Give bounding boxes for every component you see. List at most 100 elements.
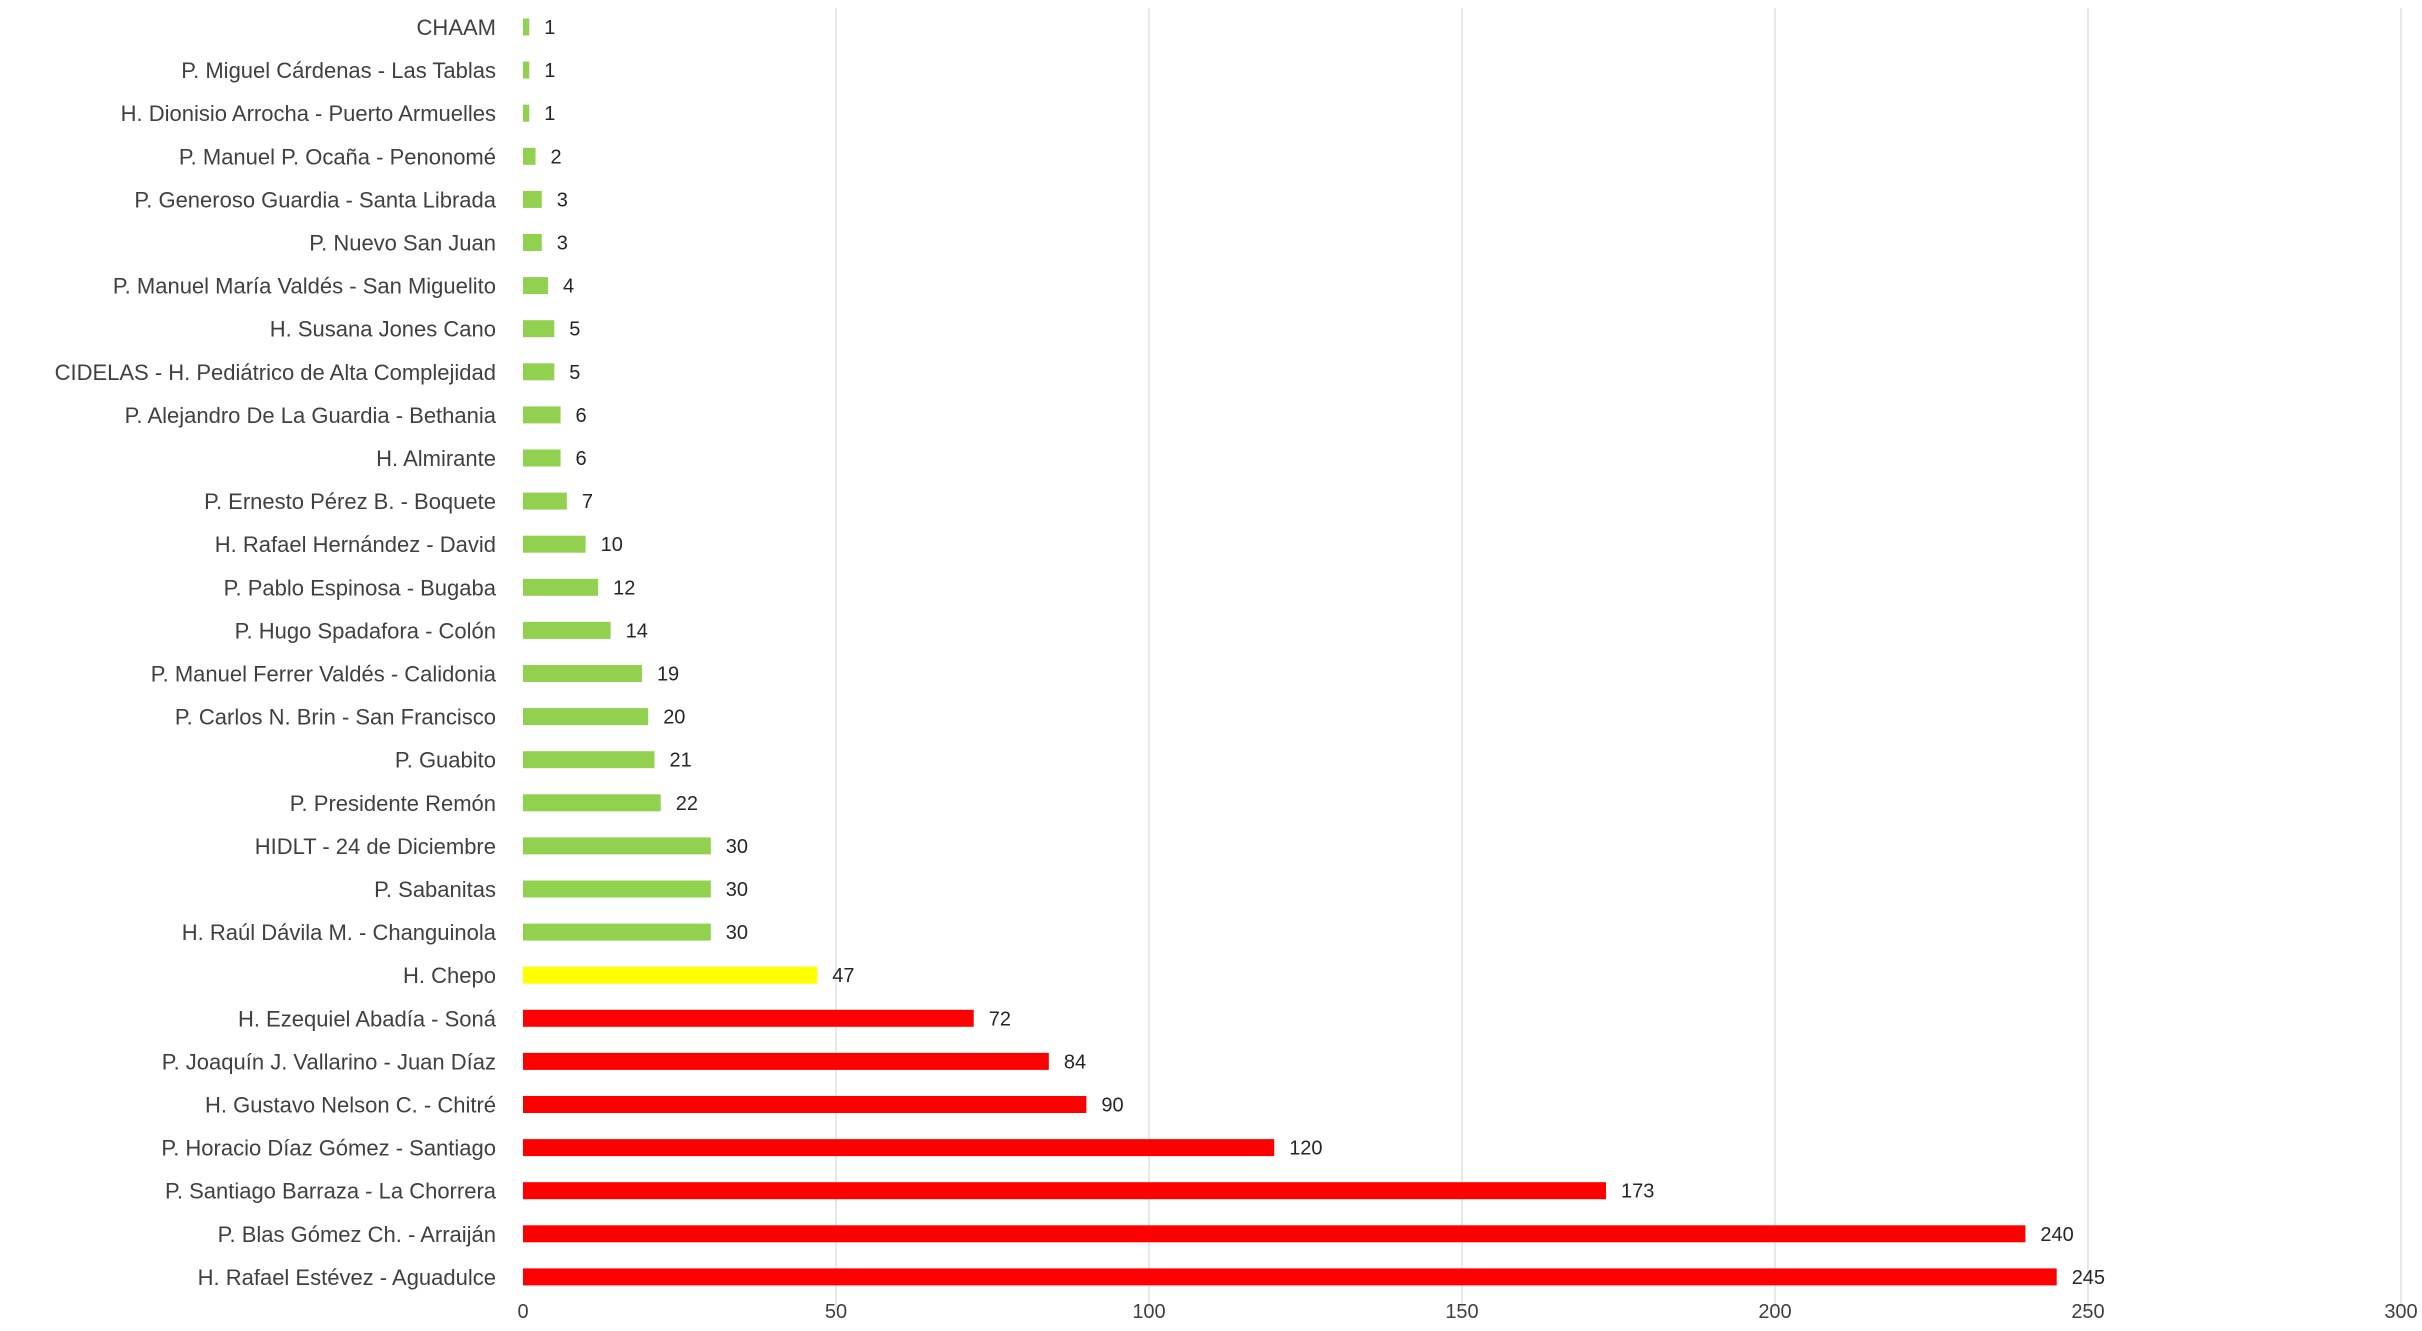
bar <box>523 406 561 424</box>
category-label: P. Presidente Remón <box>290 791 496 816</box>
data-label: 120 <box>1289 1138 1322 1160</box>
category-label: P. Hugo Spadafora - Colón <box>235 618 496 643</box>
bar <box>523 880 711 898</box>
category-labels: CHAAM P. Miguel Cárdenas - Las Tablas H. D… <box>55 15 497 1290</box>
bar <box>523 277 549 295</box>
bar <box>523 1268 2057 1286</box>
data-label: 6 <box>576 448 587 470</box>
gridlines <box>835 8 2402 1310</box>
bars <box>523 18 2057 1286</box>
category-label: P. Santiago Barraza - La Chorrera <box>165 1179 497 1204</box>
bar <box>523 1225 2026 1243</box>
bar <box>523 1096 1087 1113</box>
x-tick-label: 200 <box>1758 1301 1791 1323</box>
x-tick-label: 100 <box>1132 1301 1165 1323</box>
bar <box>523 190 542 208</box>
data-label: 30 <box>726 922 748 944</box>
data-label: 5 <box>569 362 580 384</box>
data-label: 19 <box>657 664 679 686</box>
category-label: P. Manuel Ferrer Valdés - Calidonia <box>151 662 497 687</box>
bar <box>523 1052 1049 1070</box>
data-label: 240 <box>2040 1224 2073 1246</box>
data-label: 4 <box>563 276 574 298</box>
data-label: 10 <box>601 534 623 556</box>
bar <box>523 18 530 36</box>
category-label: P. Nuevo San Juan <box>309 231 496 256</box>
data-label: 3 <box>557 233 568 255</box>
bar <box>523 147 536 165</box>
data-label: 84 <box>1064 1051 1086 1073</box>
value-labels: 1112334556671012141920212230303047728490… <box>544 17 2105 1289</box>
bar <box>523 751 655 769</box>
category-label: H. Dionisio Arrocha - Puerto Armuelles <box>121 101 496 126</box>
category-label: P. Sabanitas <box>374 877 496 902</box>
bar <box>523 320 555 338</box>
data-label: 245 <box>2072 1267 2105 1289</box>
bar <box>523 1009 974 1027</box>
bar <box>523 966 818 984</box>
category-label: CIDELAS - H. Pediátrico de Alta Compleji… <box>55 360 496 385</box>
data-label: 5 <box>569 319 580 341</box>
category-label: H. Chepo <box>403 963 496 988</box>
data-label: 20 <box>663 707 685 729</box>
data-label: 30 <box>726 879 748 901</box>
data-label: 47 <box>832 965 854 987</box>
x-tick-label: 150 <box>1445 1301 1478 1323</box>
data-label: 3 <box>557 189 568 211</box>
category-label: P. Manuel P. Ocaña - Penonomé <box>179 144 496 169</box>
bar <box>523 104 530 122</box>
category-label: H. Almirante <box>376 446 496 471</box>
data-label: 2 <box>551 146 562 168</box>
category-label: P. Pablo Espinosa - Bugaba <box>224 575 497 600</box>
x-tick-label: 300 <box>2384 1301 2417 1323</box>
bar <box>523 665 642 682</box>
category-label: P. Generoso Guardia - Santa Librada <box>134 187 496 212</box>
data-label: 22 <box>676 793 698 815</box>
data-label: 1 <box>544 17 555 39</box>
category-label: P. Miguel Cárdenas - Las Tablas <box>181 58 496 83</box>
bar <box>523 837 711 855</box>
bar <box>523 1139 1275 1157</box>
category-label: P. Guabito <box>395 748 496 773</box>
category-label: P. Ernesto Pérez B. - Boquete <box>204 489 496 514</box>
data-label: 173 <box>1621 1181 1654 1203</box>
category-label: P. Horacio Díaz Gómez - Santiago <box>161 1136 496 1161</box>
bar <box>523 234 542 251</box>
bar <box>523 449 561 467</box>
data-label: 21 <box>669 750 691 772</box>
category-label: P. Joaquín J. Vallarino - Juan Díaz <box>162 1049 496 1074</box>
data-label: 6 <box>576 405 587 427</box>
bar <box>523 708 649 726</box>
x-tick-label: 250 <box>2071 1301 2104 1323</box>
category-label: P. Manuel María Valdés - San Miguelito <box>113 274 496 299</box>
bar <box>523 578 599 596</box>
category-label: HIDLT - 24 de Diciembre <box>255 834 496 859</box>
category-label: P. Alejandro De La Guardia - Bethania <box>125 403 497 428</box>
category-label: P. Carlos N. Brin - San Francisco <box>175 705 496 730</box>
data-label: 7 <box>582 491 593 513</box>
category-label: H. Raúl Dávila M. - Changuinola <box>182 920 497 945</box>
data-label: 1 <box>544 60 555 82</box>
category-label: H. Gustavo Nelson C. - Chitré <box>205 1093 496 1118</box>
data-label: 72 <box>989 1008 1011 1030</box>
category-label: H. Rafael Hernández - David <box>215 532 496 557</box>
x-axis-ticks: 0 50 100 150 200 250 300 <box>517 1301 2417 1323</box>
bar <box>523 535 586 553</box>
category-label: H. Rafael Estévez - Aguadulce <box>198 1265 496 1290</box>
bar <box>523 492 567 510</box>
bar <box>523 621 611 639</box>
data-label: 90 <box>1101 1095 1123 1117</box>
bar <box>523 61 530 79</box>
data-label: 14 <box>626 620 648 642</box>
category-label: H. Ezequiel Abadía - Soná <box>238 1006 497 1031</box>
bar <box>523 363 555 381</box>
x-tick-label: 0 <box>517 1301 528 1323</box>
bar <box>523 1182 1606 1200</box>
data-label: 1 <box>544 103 555 125</box>
data-label: 12 <box>613 577 635 599</box>
bar <box>523 923 711 941</box>
bar <box>523 794 661 812</box>
category-label: H. Susana Jones Cano <box>270 317 496 342</box>
